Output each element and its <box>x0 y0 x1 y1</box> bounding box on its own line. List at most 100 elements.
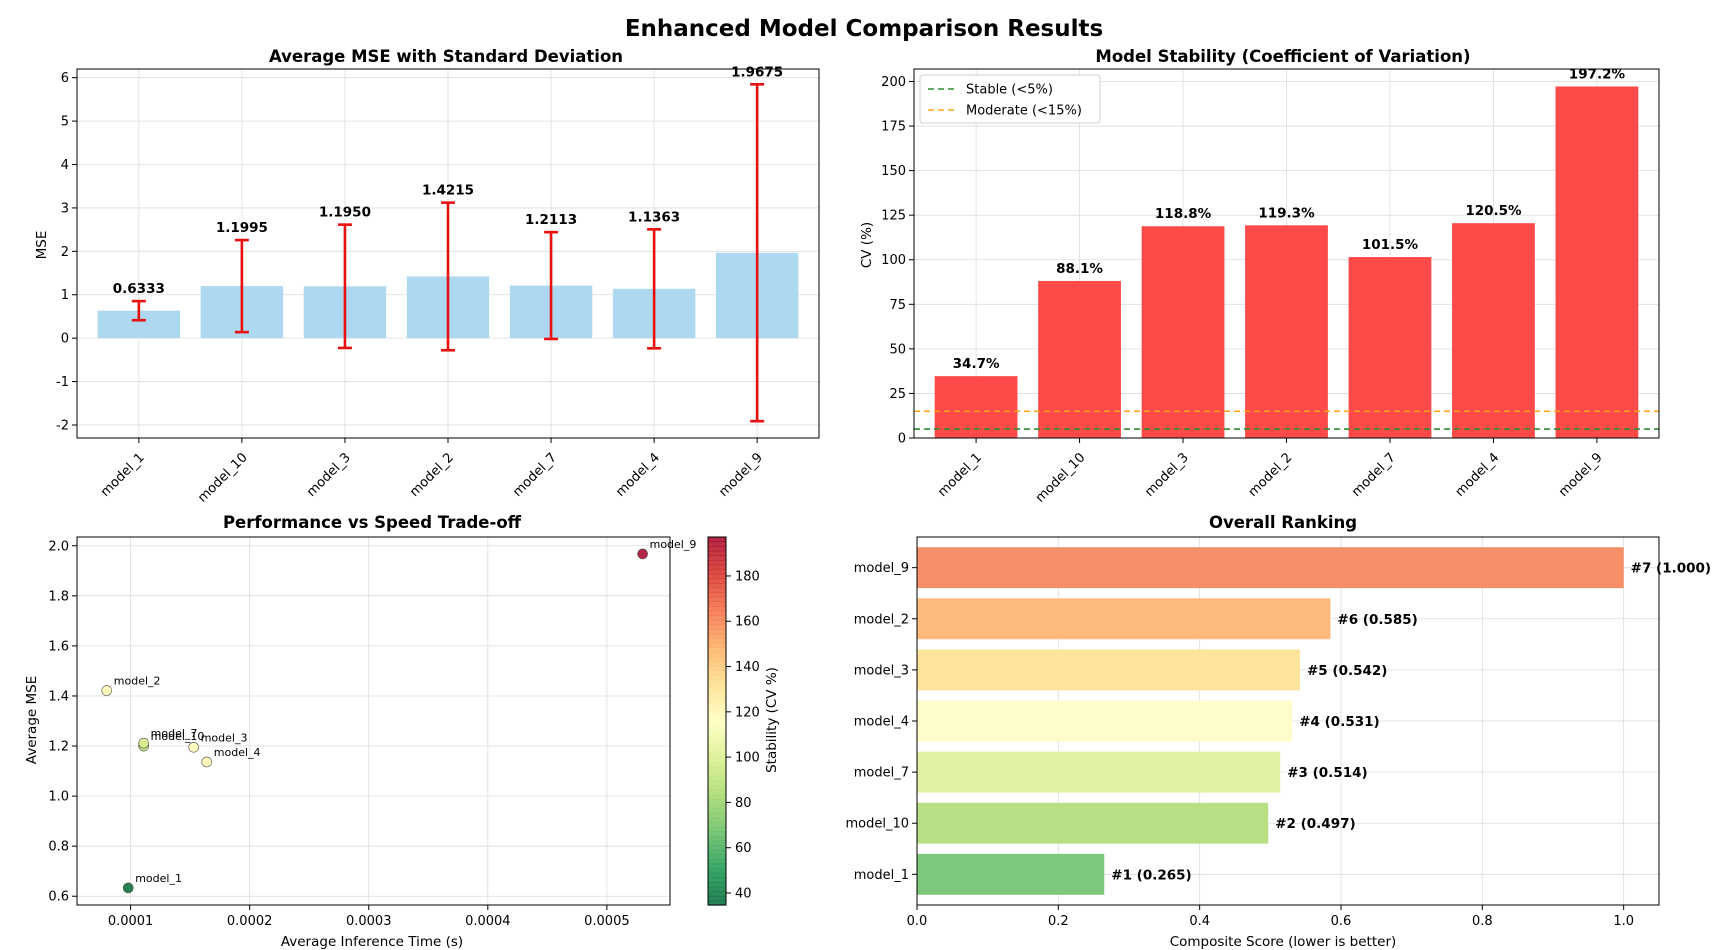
colorbar-segment <box>708 794 726 800</box>
colorbar-segment <box>708 656 726 662</box>
cv-bar-model-1 <box>934 376 1018 438</box>
cv-bar-model-3 <box>1141 226 1225 438</box>
mse-y-tick-label: 6 <box>61 71 69 86</box>
cv-x-tick-label: model_3 <box>1142 450 1192 500</box>
colorbar-segment <box>708 716 726 722</box>
cv-legend-box <box>919 74 1101 124</box>
mse-x-tick-label: model_9 <box>716 450 766 500</box>
cv-bar-model-4 <box>1452 223 1535 438</box>
colorbar-segment <box>708 578 726 584</box>
ranking-value-label: #4 (0.531) <box>1299 714 1379 730</box>
cv-x-tick-label: model_9 <box>1556 450 1606 500</box>
tradeoff-x-tick-label: 0.0001 <box>108 914 154 929</box>
ranking-x-tick-label: 0.4 <box>1189 914 1210 929</box>
colorbar: 40 60 80 100 120 140 160 180 <box>707 536 760 906</box>
cv-y-tick-label: 100 <box>881 253 906 268</box>
cv-value-label: 118.8% <box>1155 206 1212 222</box>
colorbar-segment <box>708 840 726 846</box>
cv-y-tick-label: 50 <box>889 342 906 357</box>
cv-legend-label: Stable (<5%) <box>966 83 1053 98</box>
mse-y-axis-label: MSE <box>34 231 50 260</box>
ranking-y-tick-label: model_10 <box>845 817 909 832</box>
colorbar-segment <box>708 785 726 791</box>
mse-y-tick-label: 1 <box>61 288 69 303</box>
tradeoff-x-axis-label: Average Inference Time (s) <box>281 934 463 950</box>
colorbar-segment <box>708 771 726 777</box>
cv-value-label: 34.7% <box>953 356 1000 372</box>
colorbar-segment <box>708 661 726 667</box>
colorbar-segment <box>708 762 726 768</box>
cv-y-tick-label: 150 <box>881 164 906 179</box>
mse-error-bar-model-1 <box>131 299 146 322</box>
colorbar-segment <box>708 693 726 699</box>
cv-x-tick-label: model_4 <box>1453 450 1503 500</box>
tradeoff-point-model-4 <box>201 756 213 768</box>
tradeoff-point-model-9 <box>637 548 648 560</box>
colorbar-segment <box>708 684 726 690</box>
ranking-value-label: #6 (0.585) <box>1337 612 1417 628</box>
colorbar-segment <box>708 670 726 676</box>
ranking-bar-model-3 <box>917 649 1301 691</box>
colorbar-segment <box>708 730 726 736</box>
tradeoff-point-model-7 <box>138 737 149 749</box>
mse-error-bar-model-10 <box>234 238 249 334</box>
cv-chart: Model Stability (Coefficient of Variatio… <box>859 47 1660 506</box>
ranking-value-label: #1 (0.265) <box>1111 867 1191 883</box>
tradeoff-x-tick-label: 0.0004 <box>465 914 511 929</box>
cv-legend-label: Moderate (<15%) <box>966 104 1082 119</box>
colorbar-segment <box>708 872 726 878</box>
cv-value-label: 120.5% <box>1465 203 1522 219</box>
colorbar-segment <box>708 845 726 851</box>
cv-x-tick-label: model_10 <box>1033 450 1089 506</box>
colorbar-segment <box>708 647 726 653</box>
tradeoff-point-label: model_10 <box>151 730 205 743</box>
colorbar-segment <box>708 702 726 708</box>
mse-y-tick-label: 4 <box>61 158 69 173</box>
colorbar-segment <box>708 638 726 644</box>
tradeoff-y-tick-label: 0.6 <box>48 890 69 905</box>
mse-error-bar-model-2 <box>441 201 455 352</box>
mse-error-bar-model-7 <box>544 230 559 341</box>
cv-x-tick-label: model_1 <box>935 450 985 500</box>
colorbar-segment <box>708 900 726 906</box>
colorbar-segment <box>708 587 726 593</box>
cv-y-tick-label: 0 <box>898 432 906 447</box>
colorbar-segment <box>708 541 726 547</box>
colorbar-segment <box>708 891 726 897</box>
mse-x-tick-label: model_7 <box>510 450 560 500</box>
colorbar-segment <box>708 826 726 832</box>
colorbar-segment <box>708 721 726 727</box>
ranking-y-tick-label: model_1 <box>854 868 909 883</box>
mse-x-tick-label: model_4 <box>613 450 663 500</box>
colorbar-segment <box>708 633 726 639</box>
ranking-bar-model-9 <box>917 547 1624 589</box>
tradeoff-chart-title: Performance vs Speed Trade-off <box>223 513 522 532</box>
cv-value-label: 101.5% <box>1362 237 1419 253</box>
ranking-chart-title: Overall Ranking <box>1209 513 1357 532</box>
colorbar-segment <box>708 767 726 773</box>
tradeoff-y-tick-label: 1.4 <box>48 689 69 704</box>
ranking-bar-model-2 <box>917 598 1331 640</box>
cv-bar-model-10 <box>1038 280 1121 438</box>
cv-value-label: 88.1% <box>1056 261 1103 277</box>
colorbar-tick-label: 40 <box>735 886 752 901</box>
colorbar-segment <box>708 734 726 740</box>
colorbar-segment <box>708 790 726 796</box>
colorbar-segment <box>708 652 726 658</box>
colorbar-segment <box>708 569 726 575</box>
tradeoff-grid <box>77 537 670 905</box>
colorbar-segment <box>708 555 726 561</box>
colorbar-segment <box>708 606 726 612</box>
mse-x-tick-label: model_2 <box>407 450 457 500</box>
colorbar-segment <box>708 817 726 823</box>
colorbar-segment <box>708 596 726 602</box>
tradeoff-point-model-2 <box>101 685 113 696</box>
ranking-bar-model-1 <box>917 853 1105 895</box>
ranking-x-tick-label: 0.8 <box>1472 914 1493 929</box>
colorbar-segment <box>708 863 726 869</box>
ranking-y-tick-label: model_4 <box>854 715 909 730</box>
ranking-x-tick-label: 0.6 <box>1331 914 1352 929</box>
tradeoff-y-tick-label: 1.2 <box>48 740 69 755</box>
ranking-bar-model-4 <box>917 700 1293 742</box>
colorbar-tick-label: 100 <box>735 751 760 766</box>
